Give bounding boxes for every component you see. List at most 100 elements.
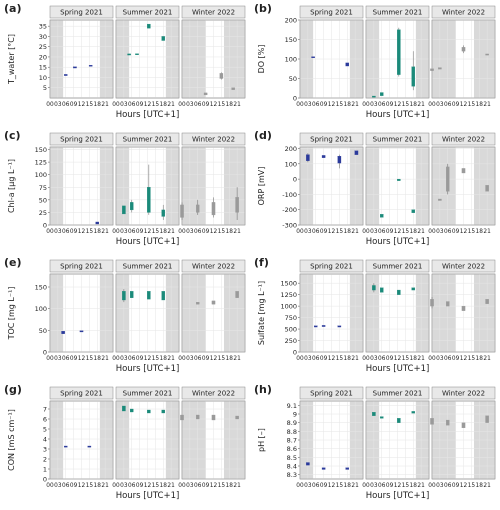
y-tick-label: 8.7 [287,437,297,445]
x-tick-label: 06 [444,229,452,235]
y-axis-title: DO [%] [257,45,266,74]
night-shade [165,274,179,352]
night-shade [366,274,380,352]
y-tick-label: 25 [39,43,47,51]
y-tick-label: 20 [39,53,47,61]
box-mark [311,56,315,59]
box-mark [306,462,310,466]
y-tick-label: 8.5 [287,454,297,462]
x-tick-label: 00 [296,483,304,489]
facet-strip [299,386,364,400]
x-tick-label: 09 [202,102,210,108]
x-tick-label: 00 [362,102,370,108]
box-mark [372,285,376,291]
y-tick-label: 1000 [280,303,297,311]
y-tick-label: 750 [285,314,297,322]
x-tick-label: 06 [128,102,136,108]
x-tick-label: 09 [320,483,328,489]
box-mark [397,289,401,295]
y-tick-label: 8.3 [287,471,297,479]
facet-frame [299,273,364,353]
box-mark [321,467,326,470]
night-shade [165,147,179,225]
facet-label: Winter 2022 [192,136,235,144]
facet-strip [49,132,114,146]
x-tick-label: 06 [378,102,386,108]
box-mark [231,87,235,90]
box-mark [445,301,450,307]
facet-label: Spring 2021 [310,9,353,17]
box-mark [122,405,126,412]
box-mark [345,467,349,470]
x-tick-label: 09 [452,102,460,108]
panel-tag: (c) [4,129,21,142]
x-tick-label: 09 [202,356,210,362]
x-tick-label: 21 [167,356,175,362]
facet-frame [115,146,180,226]
x-tick-label: 18 [476,229,484,235]
y-tick-label: 50 [39,196,47,204]
x-tick-label: 00 [46,483,54,489]
box-mark [430,418,434,425]
facet-frame [181,273,246,353]
x-tick-label: 00 [362,356,370,362]
x-tick-label: 03 [304,229,312,235]
box-mark [161,409,165,414]
facet-label: Spring 2021 [60,136,103,144]
x-tick-label: 15 [402,102,410,108]
x-tick-label: 03 [370,356,378,362]
x-tick-label: 15 [86,229,94,235]
x-tick-label: 03 [436,483,444,489]
x-tick-label: 21 [101,356,109,362]
box-mark [180,204,184,218]
x-tick-label: 00 [428,483,436,489]
box-mark [127,53,131,56]
x-tick-label: 06 [194,102,202,108]
x-tick-label: 09 [202,483,210,489]
x-tick-label: 18 [160,102,168,108]
x-tick-label: 09 [136,356,144,362]
facet-frame [181,146,246,226]
x-tick-label: 03 [54,356,62,362]
night-shade [300,147,314,225]
night-shade [415,274,429,352]
x-tick-label: 15 [218,102,226,108]
x-tick-label: 03 [304,356,312,362]
x-tick-label: 18 [94,229,102,235]
y-axis-title: T_water [°C] [7,34,16,85]
y-tick-label: 200 [285,145,297,153]
facet-frame [431,19,496,99]
box-mark [211,300,216,305]
box-mark [135,53,139,56]
x-tick-label: 00 [112,102,120,108]
x-tick-label: 12 [394,356,402,362]
box-mark [87,445,92,448]
x-tick-label: 21 [233,229,241,235]
facet-frame [431,146,496,226]
x-tick-label: 15 [402,483,410,489]
y-tick-label: 10 [39,74,47,82]
x-tick-label: 12 [144,102,152,108]
x-tick-label: 06 [62,102,70,108]
x-tick-label: 18 [476,356,484,362]
x-axis-title: Hours [UTC+1] [116,110,180,120]
box-mark [211,414,216,421]
facet-label: Spring 2021 [310,263,353,271]
box-mark [411,209,415,213]
facet-strip [115,5,180,19]
x-tick-label: 00 [178,102,186,108]
x-tick-label: 00 [178,229,186,235]
x-tick-label: 15 [468,356,476,362]
facet-frame [299,146,364,226]
x-tick-label: 06 [128,356,136,362]
x-tick-label: 18 [410,102,418,108]
night-shade [349,274,363,352]
x-tick-label: 21 [167,102,175,108]
facet-frame [365,273,430,353]
x-tick-label: 21 [351,356,359,362]
x-tick-label: 03 [370,483,378,489]
x-tick-label: 18 [94,356,102,362]
box-mark [211,202,216,216]
